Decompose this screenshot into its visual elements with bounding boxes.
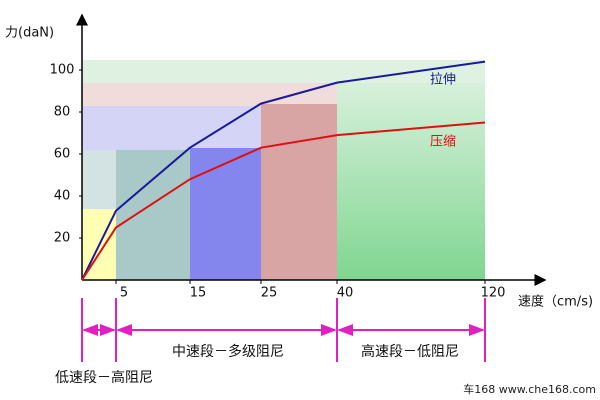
series-label: 拉伸 (430, 73, 456, 88)
x-tick-label: 120 (481, 286, 506, 301)
annotation: 中速段－多级阻尼 (172, 343, 284, 360)
x-tick-label: 15 (190, 286, 207, 301)
series-line (81, 60, 486, 281)
series-label: 压缩 (430, 134, 456, 150)
y-tick-label: 20 (54, 231, 71, 246)
x-axis-label: 速度（cm/s) (518, 294, 593, 310)
y-tick-label: 40 (54, 189, 71, 204)
annotation: 高速段－低阻尼 (361, 343, 459, 360)
series-line (81, 121, 486, 281)
y-axis-label: 力(daN) (5, 26, 54, 41)
background-regions (82, 60, 485, 280)
x-tick-label: 25 (261, 286, 278, 301)
brackets (81, 298, 486, 362)
x-tick-label: 5 (120, 286, 128, 301)
annotation: 低速段－高阻尼 (55, 369, 153, 386)
y-tick-label: 100 (50, 63, 75, 78)
x-tick-label: 40 (337, 286, 354, 301)
y-tick-label: 60 (54, 147, 71, 162)
y-tick-label: 80 (54, 105, 71, 120)
watermark: 车168 www.che168.com (463, 382, 596, 396)
